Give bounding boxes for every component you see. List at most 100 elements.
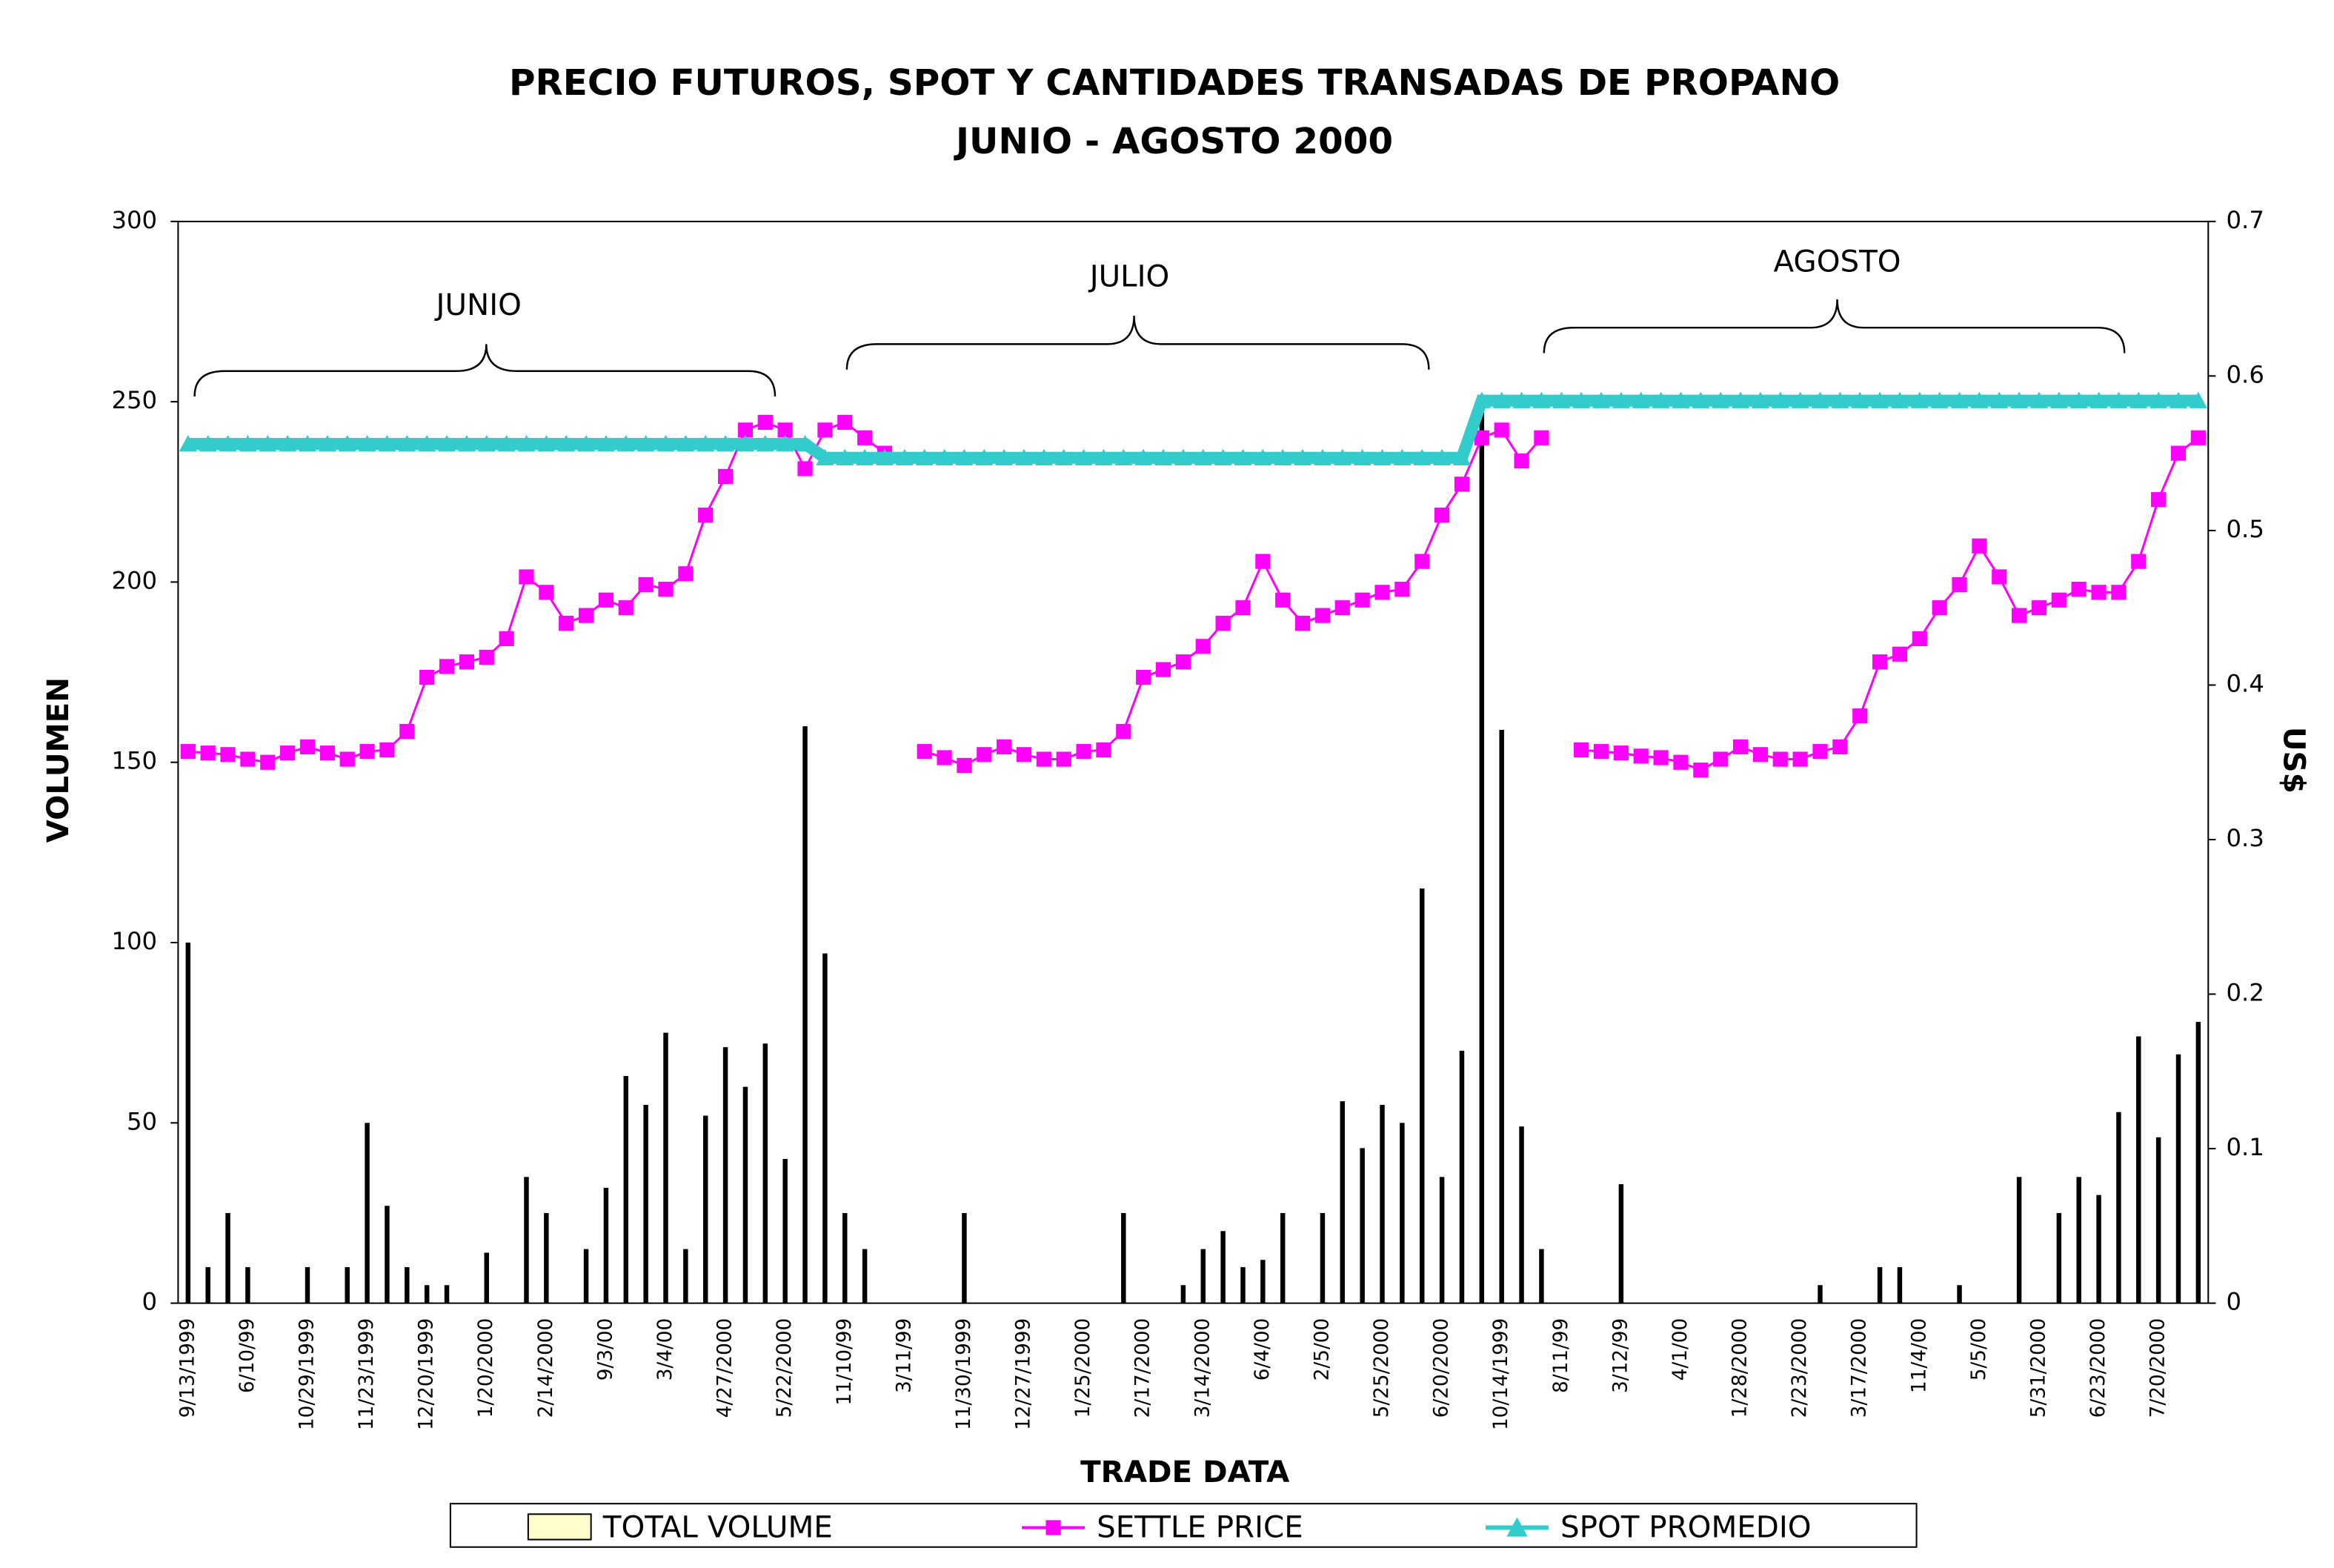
marker	[338, 435, 356, 452]
bar	[1280, 1212, 1286, 1303]
bar	[1897, 1266, 1903, 1303]
bar	[365, 1123, 370, 1303]
legend-label: SPOT PROMEDIO	[1560, 1510, 1812, 1545]
bar	[2136, 1036, 2141, 1303]
marker	[1751, 391, 1770, 408]
x-tick-label: 7/20/2000	[2147, 1318, 2170, 1418]
bar	[962, 1212, 967, 1303]
marker	[537, 435, 556, 452]
marker	[1374, 585, 1390, 600]
marker	[1970, 391, 1989, 408]
bar	[1180, 1285, 1186, 1303]
marker	[1036, 751, 1051, 767]
y2-tick-label: 0.2	[2227, 979, 2264, 1007]
marker	[1016, 747, 1032, 763]
marker	[638, 577, 654, 592]
marker	[1274, 448, 1292, 465]
marker	[2051, 592, 2067, 608]
marker	[2071, 582, 2087, 597]
marker	[895, 448, 914, 465]
bar	[2175, 1054, 2181, 1303]
marker	[2189, 391, 2207, 408]
marker	[756, 435, 774, 452]
x-tick-label: 2/5/00	[1311, 1318, 1333, 1381]
bar	[822, 953, 828, 1303]
marker	[1972, 538, 1987, 554]
annotation: JUNIO	[434, 288, 522, 322]
marker	[1731, 391, 1750, 408]
marker	[1155, 662, 1171, 677]
marker	[1652, 391, 1670, 408]
y2-tick-label: 0.5	[2227, 515, 2264, 543]
line-series	[180, 414, 2206, 778]
x-tick-label: 5/31/2000	[2027, 1318, 2049, 1418]
marker	[459, 654, 474, 670]
marker	[2169, 391, 2188, 408]
x-tick-label: 3/12/99	[1609, 1318, 1632, 1393]
legend-label: TOTAL VOLUME	[602, 1510, 833, 1545]
marker	[1832, 739, 1848, 754]
marker	[339, 751, 355, 767]
marker	[1393, 448, 1412, 465]
marker	[716, 435, 735, 452]
bar	[643, 1104, 648, 1303]
bar	[1877, 1266, 1883, 1303]
x-tick-label: 6/23/2000	[2087, 1318, 2109, 1418]
bar	[1957, 1285, 1962, 1303]
marker	[856, 448, 874, 465]
x-tick-label: 2/17/2000	[1132, 1318, 1154, 1418]
marker	[875, 448, 894, 465]
marker	[915, 448, 934, 465]
bar	[2076, 1177, 2081, 1303]
marker	[279, 435, 297, 452]
bar	[305, 1266, 310, 1303]
marker	[1472, 391, 1491, 408]
marker	[1054, 448, 1073, 465]
marker	[1792, 751, 1808, 767]
marker	[618, 600, 634, 616]
bar	[782, 1158, 788, 1303]
marker	[1930, 391, 1949, 408]
x-tick-label: 3/14/2000	[1191, 1318, 1214, 1418]
marker	[1990, 391, 2009, 408]
marker	[2089, 391, 2108, 408]
marker	[1713, 751, 1729, 767]
marker	[220, 747, 236, 763]
marker	[1512, 391, 1531, 408]
marker	[1174, 448, 1193, 465]
marker	[439, 659, 455, 674]
y-tick-label: 100	[111, 927, 157, 955]
bar	[2116, 1112, 2121, 1303]
marker	[1890, 391, 1909, 408]
marker	[1116, 723, 1131, 740]
marker	[239, 435, 257, 452]
bar	[1618, 1184, 1624, 1303]
marker	[1572, 391, 1591, 408]
marker	[1293, 448, 1312, 465]
legend-marker	[1506, 1517, 1528, 1537]
marker	[379, 742, 395, 758]
marker	[2031, 600, 2047, 616]
x-tick-label: 6/20/2000	[1431, 1318, 1453, 1418]
bar	[583, 1249, 589, 1303]
bar	[405, 1266, 410, 1303]
bar	[1260, 1260, 1266, 1303]
marker	[557, 435, 576, 452]
y-axis-title: VOLUMEN	[41, 677, 76, 843]
legend-label: SETTLE PRICE	[1097, 1510, 1303, 1545]
bar	[1320, 1212, 1326, 1303]
legend	[449, 1503, 1918, 1548]
marker	[399, 723, 415, 740]
marker	[1334, 600, 1350, 616]
marker	[1313, 448, 1332, 465]
x-tick-label: 11/4/00	[1908, 1318, 1930, 1393]
marker	[1353, 448, 1372, 465]
marker	[1851, 391, 1869, 408]
bar	[1539, 1249, 1544, 1303]
marker	[1413, 448, 1432, 465]
marker	[616, 435, 635, 452]
marker	[1712, 391, 1730, 408]
marker	[1452, 448, 1472, 465]
marker	[2131, 554, 2147, 569]
